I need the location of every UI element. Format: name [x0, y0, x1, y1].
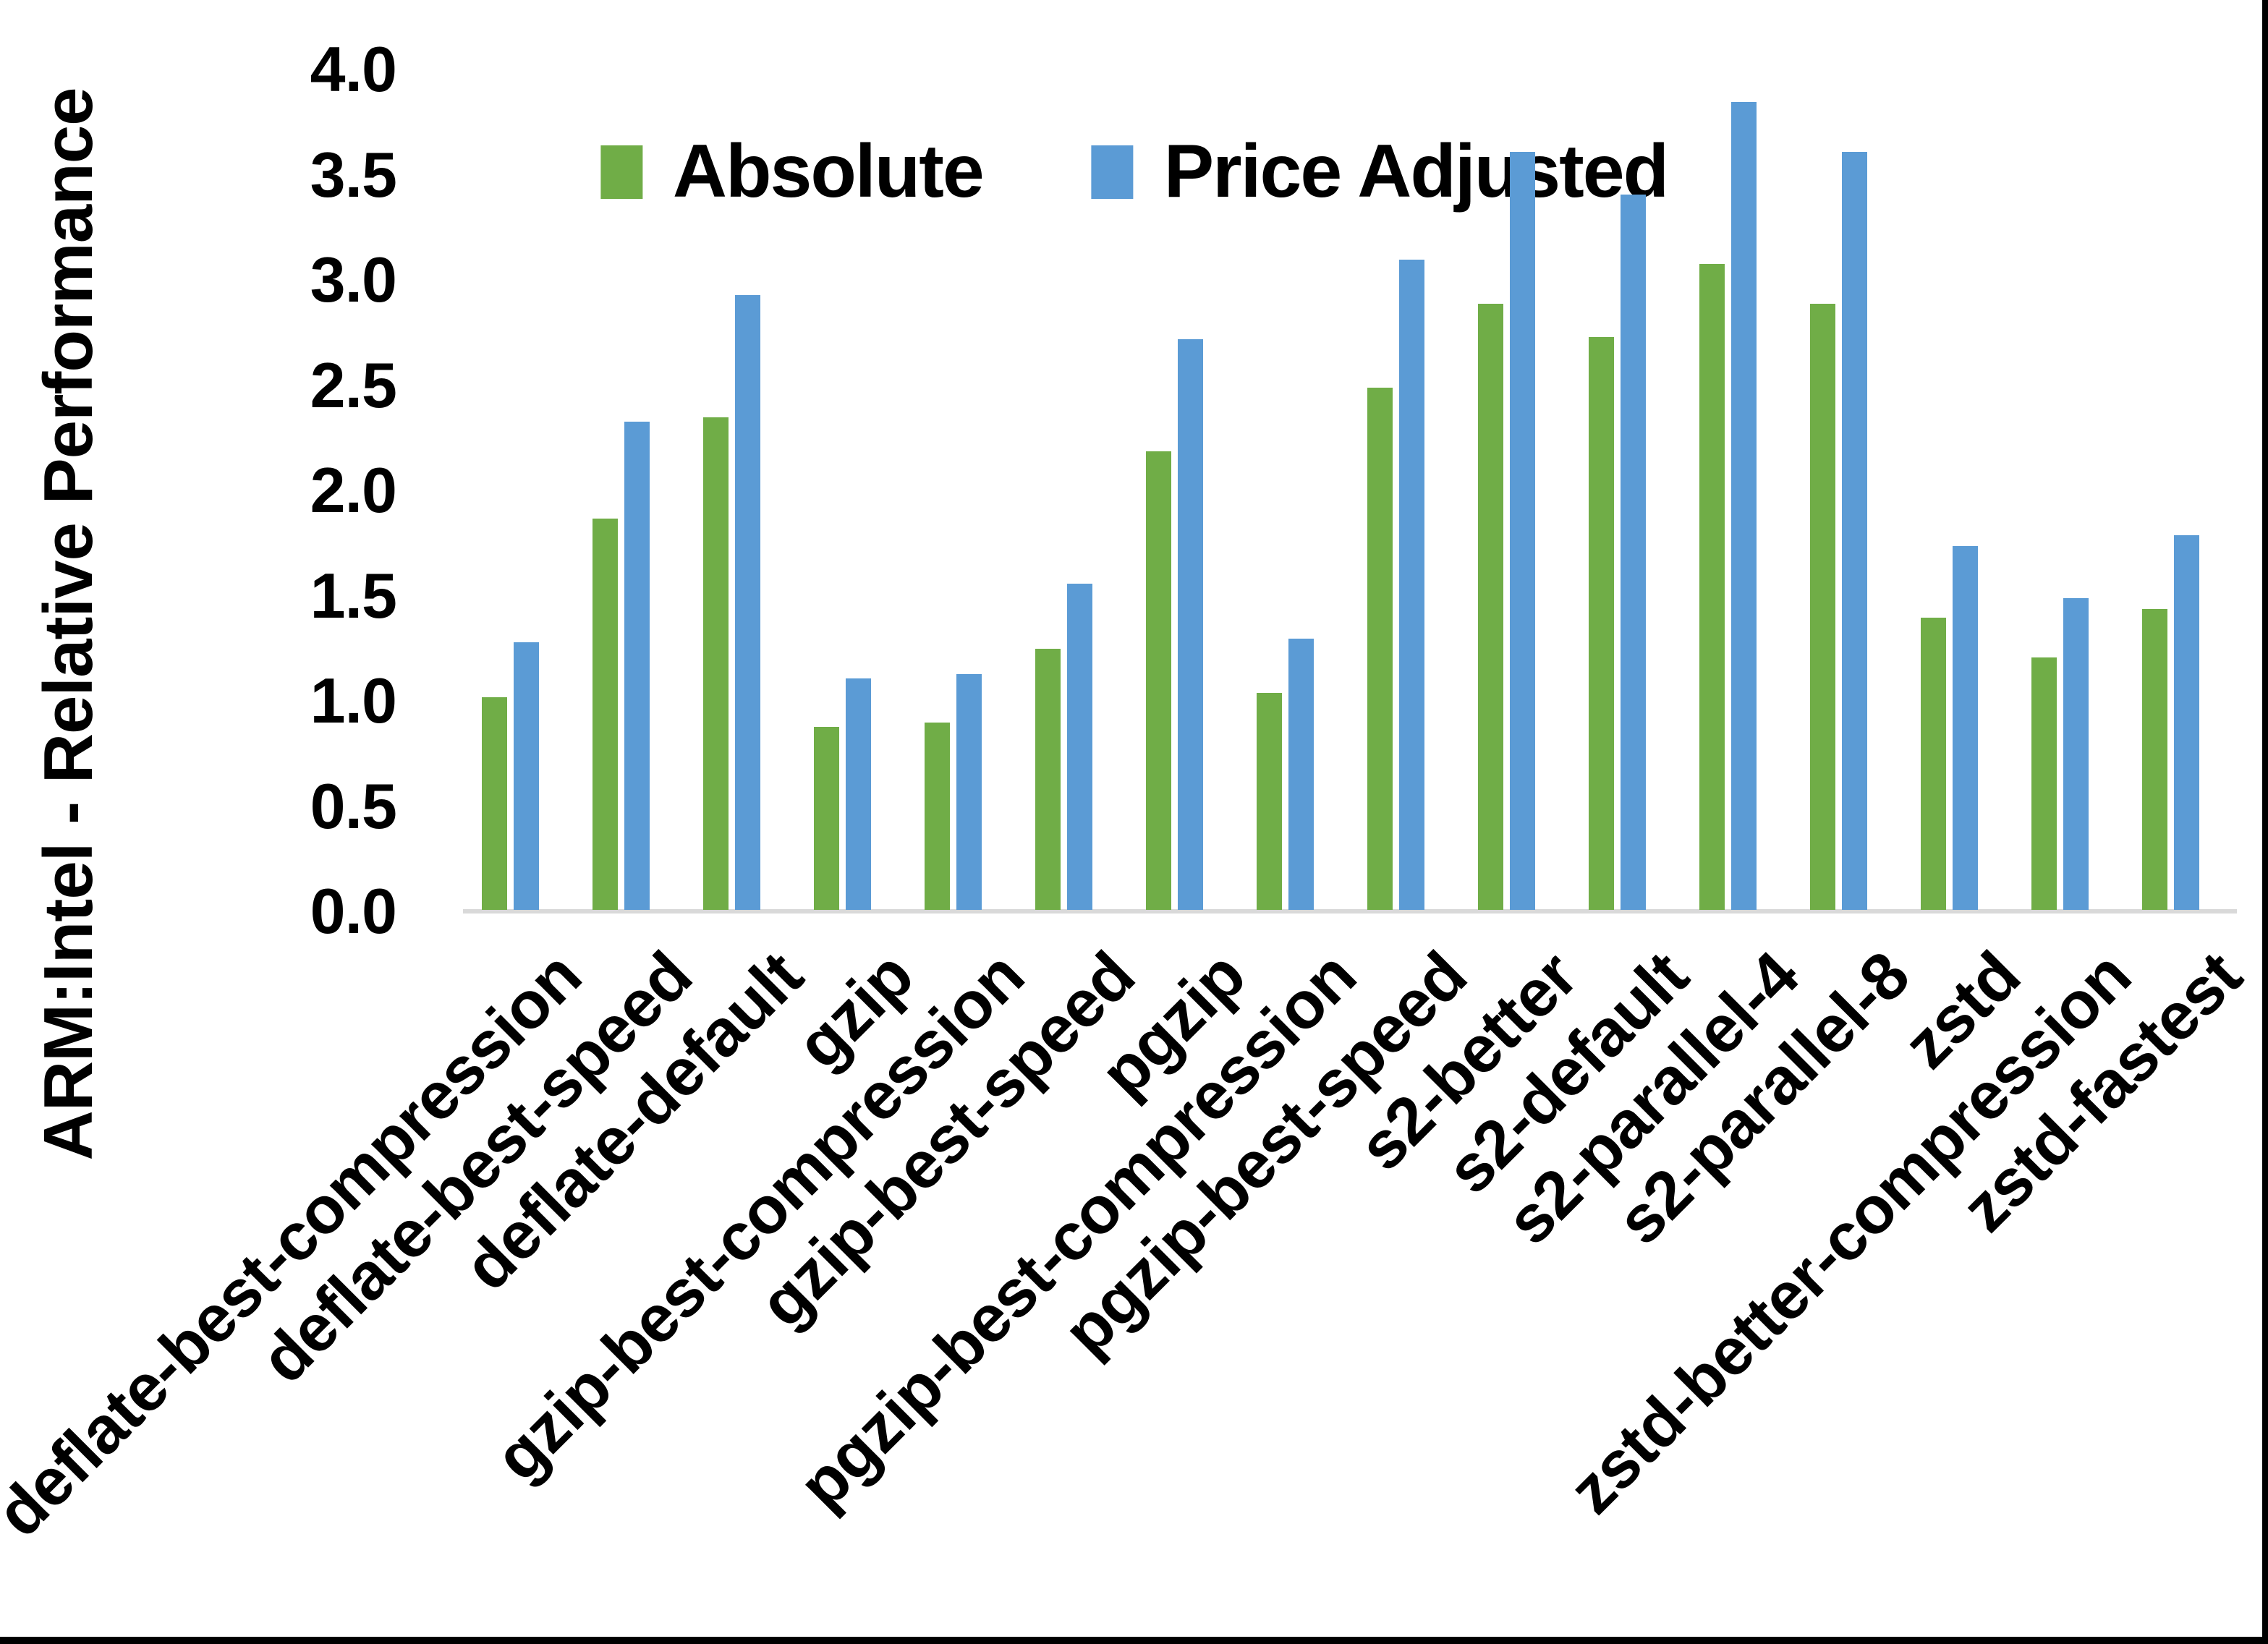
bar-deflate-best-compression-price-adjusted: [514, 642, 539, 910]
bar-zstd-better-compression-price-adjusted: [2063, 598, 2089, 910]
bar-s2-default-absolute: [1589, 337, 1614, 910]
bar-deflate-best-compression-absolute: [482, 697, 507, 910]
bar-pgzip-price-adjusted: [1178, 339, 1203, 910]
y-tick-label: 4.0: [310, 33, 397, 105]
legend-swatch-icon: [600, 145, 642, 199]
bar-gzip-absolute: [814, 727, 839, 910]
bar-s2-parallel-8-absolute: [1810, 304, 1835, 910]
bar-gzip-best-speed-absolute: [1035, 649, 1061, 910]
legend-item-absolute: Absolute: [600, 129, 985, 215]
bar-zstd-fastest-price-adjusted: [2174, 535, 2199, 910]
bar-pgzip-best-speed-absolute: [1367, 388, 1393, 910]
bar-pgzip-best-compression-price-adjusted: [1288, 639, 1314, 910]
bar-zstd-better-compression-absolute: [2031, 657, 2057, 910]
bar-s2-parallel-8-price-adjusted: [1842, 152, 1867, 910]
bar-s2-better-absolute: [1478, 304, 1503, 910]
y-tick-label: 0.0: [310, 875, 397, 947]
legend-label: Absolute: [672, 129, 985, 213]
legend-label: Price Adjusted: [1163, 129, 1669, 213]
y-tick-label: 2.5: [310, 349, 397, 421]
bar-zstd-price-adjusted: [1953, 546, 1978, 910]
screenshot-bottom-border: [0, 1637, 2268, 1644]
bar-pgzip-absolute: [1146, 451, 1171, 910]
legend-item-price-adjusted: Price Adjusted: [1091, 129, 1669, 215]
legend-swatch-icon: [1091, 145, 1134, 199]
bar-pgzip-best-compression-absolute: [1257, 693, 1282, 910]
y-tick-label: 1.0: [310, 665, 397, 736]
bar-s2-parallel-4-price-adjusted: [1731, 102, 1757, 910]
screenshot-right-border: [2262, 0, 2268, 1644]
bar-gzip-best-compression-price-adjusted: [956, 674, 982, 910]
bar-zstd-absolute: [1921, 618, 1946, 910]
bar-s2-parallel-4-absolute: [1699, 264, 1725, 910]
bar-s2-better-price-adjusted: [1510, 152, 1535, 910]
bar-gzip-price-adjusted: [846, 678, 871, 910]
legend: Absolute Price Adjusted: [600, 129, 1669, 215]
y-tick-label: 0.5: [310, 770, 397, 842]
y-tick-label: 3.5: [310, 138, 397, 210]
bar-pgzip-best-speed-price-adjusted: [1399, 260, 1424, 910]
y-tick-label: 2.0: [310, 454, 397, 526]
bar-s2-default-price-adjusted: [1621, 195, 1646, 910]
bar-deflate-default-price-adjusted: [735, 295, 760, 910]
bar-deflate-default-absolute: [703, 417, 729, 910]
y-tick-label: 1.5: [310, 559, 397, 631]
bar-gzip-best-speed-price-adjusted: [1067, 584, 1092, 910]
bar-deflate-best-speed-absolute: [593, 519, 618, 910]
x-axis-line: [463, 909, 2237, 913]
bar-deflate-best-speed-price-adjusted: [624, 422, 650, 910]
bar-zstd-fastest-absolute: [2142, 609, 2167, 910]
bar-gzip-best-compression-absolute: [925, 723, 950, 910]
y-tick-label: 3.0: [310, 244, 397, 315]
